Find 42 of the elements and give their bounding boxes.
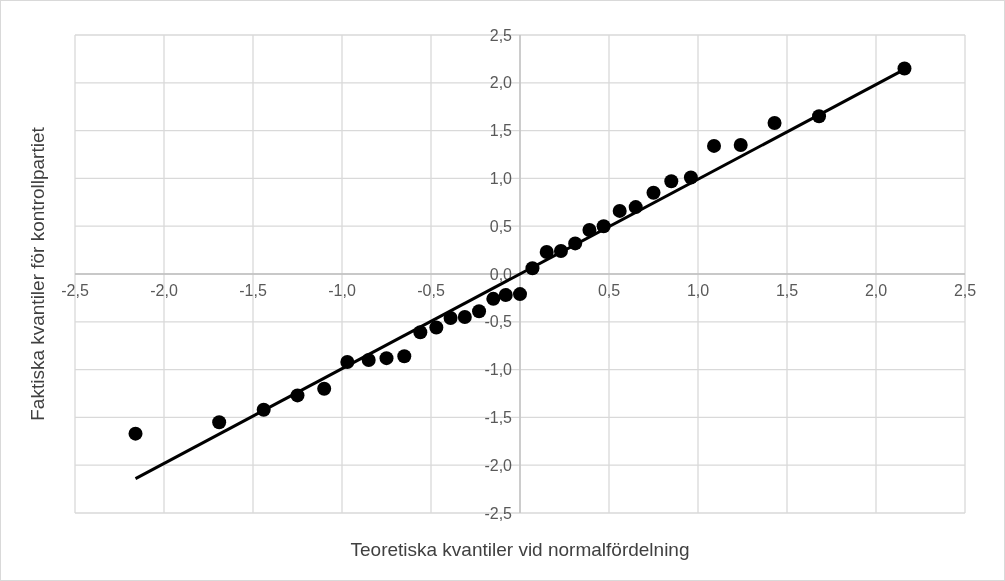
point (486, 291, 501, 306)
point (664, 174, 679, 189)
point (128, 426, 143, 441)
point (582, 223, 597, 238)
y-tick-label: 0,5 (489, 217, 513, 235)
y-tick-label: -1,5 (484, 409, 513, 426)
y-tick-label: 2,0 (489, 74, 513, 92)
x-tick-label: -1,0 (328, 282, 356, 299)
y-tick-label: -0,5 (484, 313, 513, 331)
point (472, 304, 487, 319)
point (767, 115, 782, 130)
y-tick-label: -1,0 (484, 361, 513, 379)
point (317, 381, 332, 396)
x-tick-label: 0,5 (597, 282, 621, 299)
point (612, 203, 627, 218)
x-tick-label: 2,5 (953, 282, 977, 299)
y-tick-label: 2,5 (489, 26, 513, 44)
y-axis-title: Faktiska kvantiler för kontrollpartiet (27, 126, 48, 421)
point (498, 288, 513, 303)
point (212, 415, 227, 430)
point (397, 349, 412, 364)
point (646, 185, 661, 200)
point (379, 351, 394, 366)
point (513, 287, 527, 302)
y-tick-label: 1,5 (489, 122, 513, 140)
x-tick-label: 1,0 (686, 282, 710, 299)
y-tick-label: -2,5 (484, 504, 513, 522)
point (457, 310, 472, 325)
point (429, 320, 444, 335)
x-tick-label: 1,5 (775, 282, 799, 299)
x-tick-label: 2,0 (864, 282, 888, 299)
x-tick-label: -1,5 (239, 282, 267, 299)
x-tick-label: -0,5 (417, 282, 445, 299)
x-tick-label: -2,0 (150, 282, 178, 299)
point (733, 137, 748, 152)
x-axis-title: Teoretiska kvantiler vid normalfördelning (350, 539, 690, 560)
x-tick-label: -2,5 (61, 282, 89, 299)
y-tick-label: 1,0 (489, 170, 513, 187)
y-tick-label: 0,0 (489, 265, 513, 283)
y-tick-label: -2,0 (484, 456, 513, 474)
point (707, 138, 722, 153)
point (539, 245, 554, 260)
